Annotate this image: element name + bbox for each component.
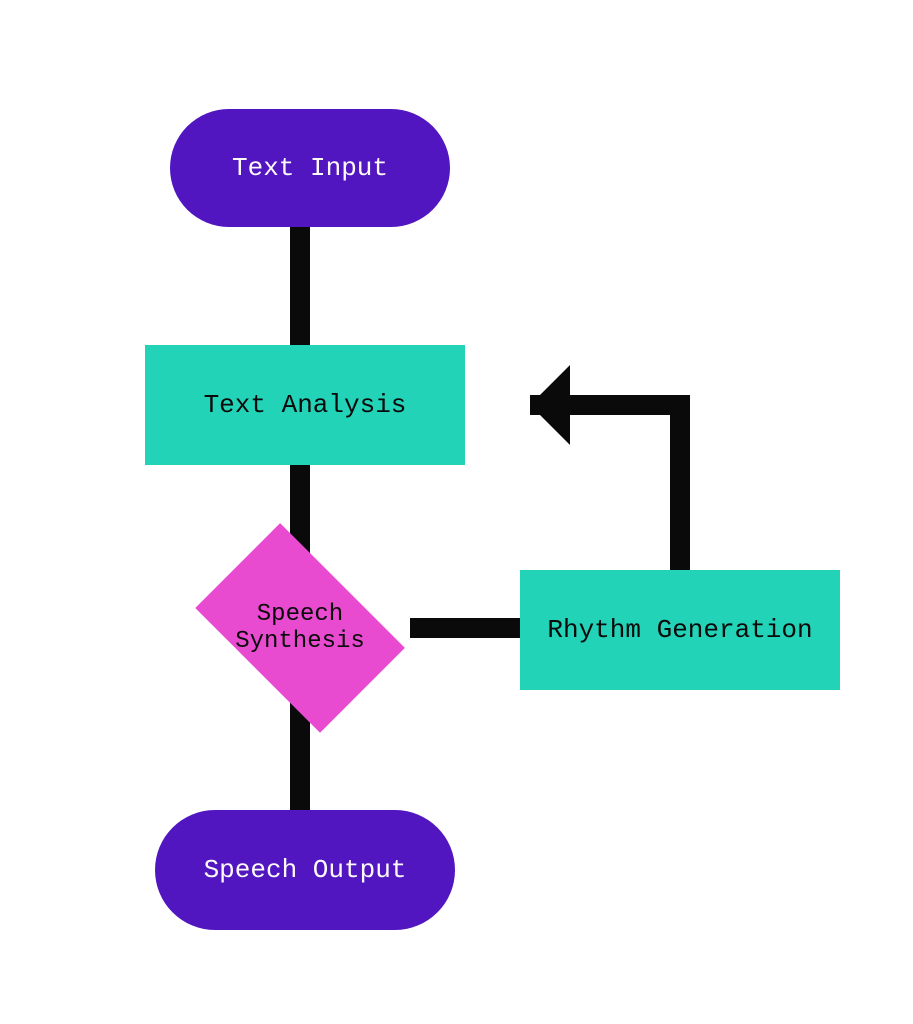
node-text-analysis: Text Analysis — [145, 345, 465, 465]
node-label: Text Input — [232, 153, 388, 183]
flowchart-canvas: Text Input Text Analysis Speech Synthesi… — [0, 0, 913, 1024]
edges-layer — [0, 0, 913, 1024]
node-label: Speech Synthesis — [235, 601, 365, 655]
node-label: Speech Output — [204, 855, 407, 885]
node-speech-synthesis: Speech Synthesis — [175, 543, 425, 713]
node-text-input: Text Input — [170, 109, 450, 227]
node-rhythm-generation: Rhythm Generation — [520, 570, 840, 690]
node-label: Rhythm Generation — [547, 615, 812, 645]
node-speech-output: Speech Output — [155, 810, 455, 930]
node-label: Text Analysis — [204, 390, 407, 420]
node-label-wrap: Speech Synthesis — [175, 543, 425, 713]
